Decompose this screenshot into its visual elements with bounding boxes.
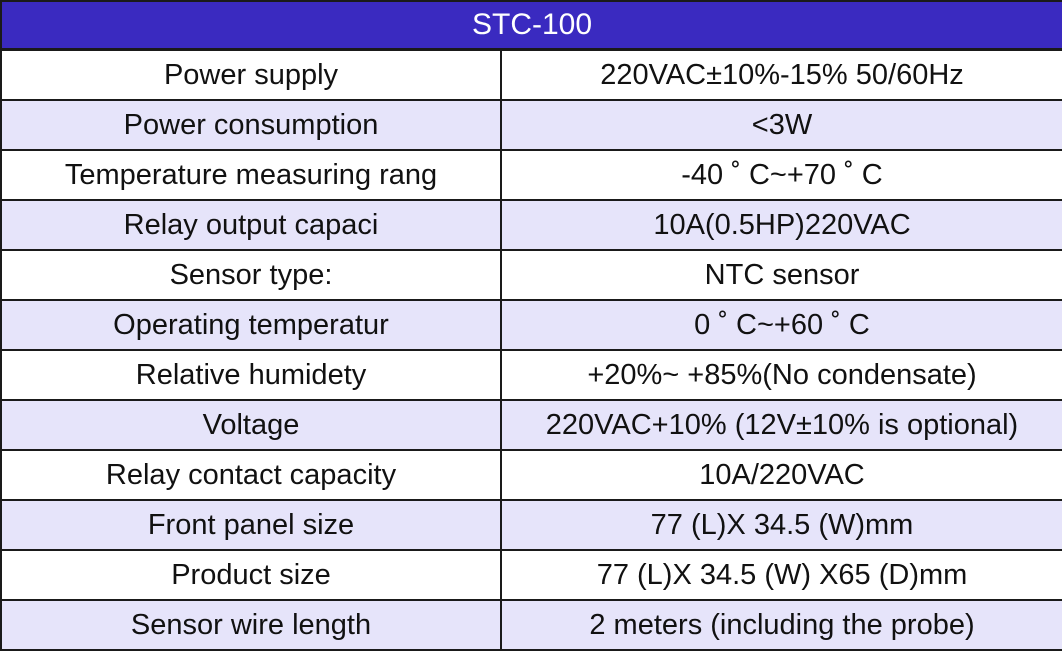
param-cell: Temperature measuring rang bbox=[0, 149, 502, 201]
value-cell: 220VAC±10%-15% 50/60Hz bbox=[499, 48, 1062, 101]
value-cell: <3W bbox=[499, 99, 1062, 151]
param-cell: Relative humidety bbox=[0, 349, 502, 401]
value-cell: 2 meters (including the probe) bbox=[499, 599, 1062, 651]
param-cell: Product size bbox=[0, 549, 502, 601]
table-row: Relay output capaci 10A(0.5HP)220VAC bbox=[0, 199, 1062, 251]
param-cell: Relay output capaci bbox=[0, 199, 502, 251]
table-row: Relay contact capacity 10A/220VAC bbox=[0, 449, 1062, 501]
param-cell: Power supply bbox=[0, 48, 502, 101]
table-title: STC-100 bbox=[0, 0, 1062, 51]
param-cell: Voltage bbox=[0, 399, 502, 451]
value-cell: 77 (L)X 34.5 (W) X65 (D)mm bbox=[499, 549, 1062, 601]
table-row: Voltage 220VAC+10% (12V±10% is optional) bbox=[0, 399, 1062, 451]
value-cell: 10A/220VAC bbox=[499, 449, 1062, 501]
param-cell: Sensor wire length bbox=[0, 599, 502, 651]
value-cell: 0 ˚ C~+60 ˚ C bbox=[499, 299, 1062, 351]
param-cell: Sensor type: bbox=[0, 249, 502, 301]
table-row: Sensor wire length 2 meters (including t… bbox=[0, 599, 1062, 651]
table-row: Temperature measuring rang -40 ˚ C~+70 ˚… bbox=[0, 149, 1062, 201]
table-row: Relative humidety +20%~ +85%(No condensa… bbox=[0, 349, 1062, 401]
param-cell: Power consumption bbox=[0, 99, 502, 151]
param-cell: Relay contact capacity bbox=[0, 449, 502, 501]
value-cell: 10A(0.5HP)220VAC bbox=[499, 199, 1062, 251]
table-row: Sensor type: NTC sensor bbox=[0, 249, 1062, 301]
table-title-row: STC-100 bbox=[0, 0, 1062, 51]
value-cell: 220VAC+10% (12V±10% is optional) bbox=[499, 399, 1062, 451]
value-cell: NTC sensor bbox=[499, 249, 1062, 301]
value-cell: 77 (L)X 34.5 (W)mm bbox=[499, 499, 1062, 551]
param-cell: Front panel size bbox=[0, 499, 502, 551]
value-cell: -40 ˚ C~+70 ˚ C bbox=[499, 149, 1062, 201]
table-row: Power consumption <3W bbox=[0, 99, 1062, 151]
table-row: Power supply 220VAC±10%-15% 50/60Hz bbox=[0, 48, 1062, 101]
table-row: Operating temperatur 0 ˚ C~+60 ˚ C bbox=[0, 299, 1062, 351]
param-cell: Operating temperatur bbox=[0, 299, 502, 351]
value-cell: +20%~ +85%(No condensate) bbox=[499, 349, 1062, 401]
table-row: Product size 77 (L)X 34.5 (W) X65 (D)mm bbox=[0, 549, 1062, 601]
table-row: Front panel size 77 (L)X 34.5 (W)mm bbox=[0, 499, 1062, 551]
